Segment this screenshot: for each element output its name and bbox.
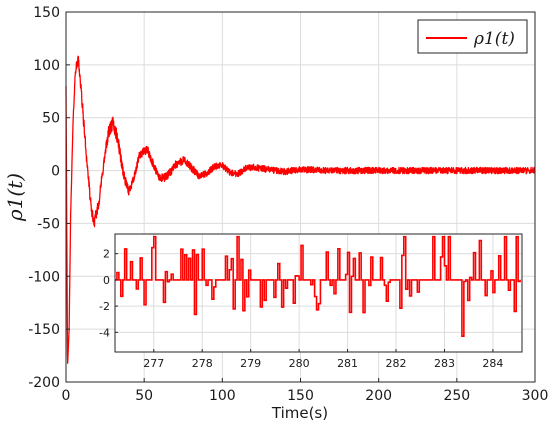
inset-x-ticks: 277 278 279 280 281 282 283 284 — [143, 349, 503, 370]
inset-y-tick-label: -4 — [99, 326, 110, 339]
inset-x-tick-label: 279 — [240, 357, 261, 370]
inset-x-tick-label: 282 — [386, 357, 407, 370]
x-tick-label: 100 — [209, 388, 236, 404]
main-plot-area — [65, 55, 536, 364]
inset-y-ticks: -4 -2 0 2 — [99, 248, 118, 339]
x-tick-label: 200 — [365, 388, 392, 404]
y-tick-label: 150 — [33, 5, 60, 21]
inset-x-tick-label: 281 — [337, 357, 358, 370]
y-tick-label: -100 — [28, 269, 60, 285]
inset-frame — [114, 233, 523, 353]
inset-plot-area — [115, 235, 521, 337]
x-tick-label: 250 — [443, 388, 470, 404]
inset-background — [115, 234, 522, 352]
y-tick-label: -150 — [28, 322, 60, 338]
inset-x-tick-label: 277 — [143, 357, 164, 370]
x-axis-ticks: 0 50 100 150 200 250 300 — [62, 378, 549, 404]
x-tick-label: 50 — [135, 388, 153, 404]
y-tick-label: 100 — [33, 58, 60, 74]
x-tick-label: 150 — [287, 388, 314, 404]
inset-x-tick-label: 284 — [482, 357, 503, 370]
x-tick-label: 300 — [522, 388, 549, 404]
main-grid — [65, 11, 536, 383]
inset-series-line — [115, 235, 521, 337]
series-line-rho1 — [65, 55, 536, 364]
inset-y-tick-label: 0 — [103, 274, 110, 287]
y-axis-label: ρ1(t) — [3, 173, 27, 222]
y-axis-ticks: -200 -150 -100 -50 0 50 100 150 — [28, 5, 70, 391]
y-tick-label: 0 — [51, 164, 60, 180]
inset-y-tick-label: -2 — [99, 300, 110, 313]
inset-x-tick-label: 280 — [289, 357, 310, 370]
y-tick-label: -200 — [28, 375, 60, 391]
legend-label: ρ1(t) — [473, 29, 515, 49]
legend: ρ1(t) — [417, 19, 528, 54]
legend-box — [417, 19, 528, 54]
inset-chart: 277 278 279 280 281 282 283 284 -4 -2 0 2 — [99, 233, 523, 370]
y-tick-label: -50 — [37, 216, 60, 232]
inset-y-tick-label: 2 — [103, 248, 110, 261]
inset-x-tick-label: 283 — [434, 357, 455, 370]
inset-x-tick-label: 278 — [192, 357, 213, 370]
x-axis-label: Time(s) — [271, 404, 328, 422]
y-tick-label: 50 — [42, 111, 60, 127]
x-tick-label: 0 — [62, 388, 71, 404]
